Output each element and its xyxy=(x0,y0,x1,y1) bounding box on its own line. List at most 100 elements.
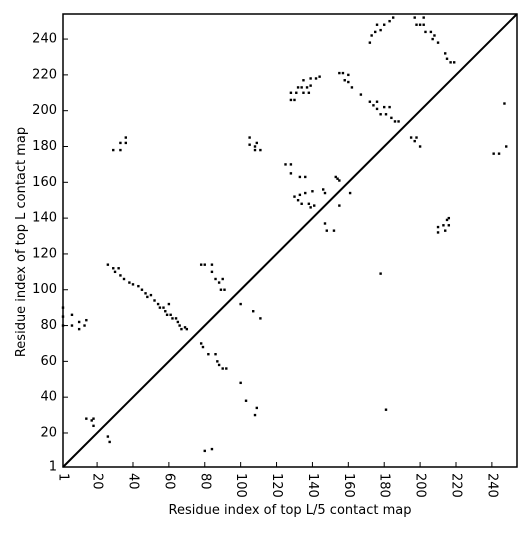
contact-point xyxy=(338,204,341,207)
contact-point xyxy=(207,352,210,356)
contact-point xyxy=(119,274,122,277)
contact-point xyxy=(368,100,372,103)
x-tick-label: 40 xyxy=(125,473,140,490)
contact-point xyxy=(61,315,65,318)
contact-point xyxy=(77,327,81,331)
contact-point xyxy=(149,293,153,297)
contact-point xyxy=(379,28,382,32)
contact-point xyxy=(375,23,379,26)
y-tick-label: 100 xyxy=(32,282,57,297)
x-tick-label: 120 xyxy=(269,473,284,498)
contact-point xyxy=(497,152,501,155)
contact-point xyxy=(144,292,147,295)
contact-point xyxy=(433,34,436,37)
x-tick-label: 160 xyxy=(341,473,356,498)
contact-point xyxy=(169,313,172,317)
contact-point xyxy=(131,283,135,286)
contact-point xyxy=(418,145,422,148)
y-tick-label: 140 xyxy=(32,211,57,226)
contact-point xyxy=(203,263,206,266)
y-axis-label: Residue index of top L contact map xyxy=(14,127,29,357)
contact-point xyxy=(158,306,162,309)
contact-point xyxy=(350,86,354,89)
contact-point xyxy=(418,23,422,26)
contact-point xyxy=(384,408,388,411)
contact-point xyxy=(305,86,309,89)
contact-point xyxy=(210,447,214,451)
contact-point xyxy=(289,91,293,94)
contact-point xyxy=(388,105,391,109)
contact-point xyxy=(171,317,174,320)
contact-point xyxy=(325,229,328,232)
contact-point xyxy=(185,327,189,331)
contact-point xyxy=(85,318,88,322)
contact-point xyxy=(295,91,298,94)
contact-point xyxy=(167,302,171,306)
contact-point xyxy=(223,288,226,291)
contact-point xyxy=(117,267,120,270)
contact-point xyxy=(445,57,449,60)
contact-point xyxy=(70,324,74,327)
contact-point xyxy=(449,61,452,64)
contact-point xyxy=(323,191,327,195)
contact-point xyxy=(307,202,311,205)
contact-point xyxy=(300,202,303,205)
contact-point xyxy=(334,175,337,179)
contact-point xyxy=(146,295,149,299)
contact-point xyxy=(253,148,257,152)
contact-point xyxy=(174,317,178,320)
contact-point xyxy=(383,23,386,26)
contact-point xyxy=(90,419,93,422)
contact-point xyxy=(445,218,449,222)
contact-point xyxy=(248,136,251,139)
contact-point xyxy=(92,417,95,420)
contact-point xyxy=(415,136,418,139)
x-tick-label: 200 xyxy=(413,473,428,498)
contact-point xyxy=(255,141,259,145)
contact-point xyxy=(336,177,339,180)
contact-point xyxy=(348,191,352,195)
contact-point xyxy=(444,52,447,55)
contact-point xyxy=(85,417,88,420)
x-tick-label: 220 xyxy=(448,473,463,498)
contact-point xyxy=(505,145,508,148)
contact-point xyxy=(83,324,86,327)
x-tick-label: 80 xyxy=(197,473,212,490)
contact-point xyxy=(338,179,341,182)
contact-point xyxy=(252,310,255,313)
contact-point xyxy=(309,84,312,87)
contact-point xyxy=(384,113,388,116)
contact-point xyxy=(379,113,382,116)
contact-point xyxy=(413,139,416,143)
contact-point xyxy=(176,320,180,324)
contact-point xyxy=(221,367,224,370)
contact-point xyxy=(313,204,316,207)
contact-point xyxy=(214,352,217,356)
contact-point xyxy=(436,41,440,44)
contact-point xyxy=(444,229,447,232)
contact-point xyxy=(368,41,372,44)
x-tick-label: 60 xyxy=(161,473,176,490)
contact-point xyxy=(383,105,386,109)
contact-point xyxy=(210,263,214,266)
y-tick-label: 80 xyxy=(40,318,57,333)
contact-point xyxy=(422,23,425,26)
contact-point xyxy=(429,30,433,34)
contact-point xyxy=(259,148,262,152)
contact-point xyxy=(124,141,128,145)
contact-point xyxy=(122,277,126,281)
contact-point xyxy=(442,224,445,227)
contact-point xyxy=(415,23,418,26)
contact-point xyxy=(397,120,400,123)
contact-point xyxy=(199,342,203,345)
y-tick-label: 1 xyxy=(49,460,57,475)
contact-point xyxy=(311,190,314,193)
contact-point xyxy=(413,16,416,19)
x-tick-label: 180 xyxy=(377,473,392,498)
contact-point xyxy=(113,270,117,274)
x-axis-label: Residue index of top L/5 contact map xyxy=(169,503,412,518)
contact-point xyxy=(409,136,413,139)
contact-point xyxy=(347,73,350,77)
contact-point xyxy=(199,263,203,266)
